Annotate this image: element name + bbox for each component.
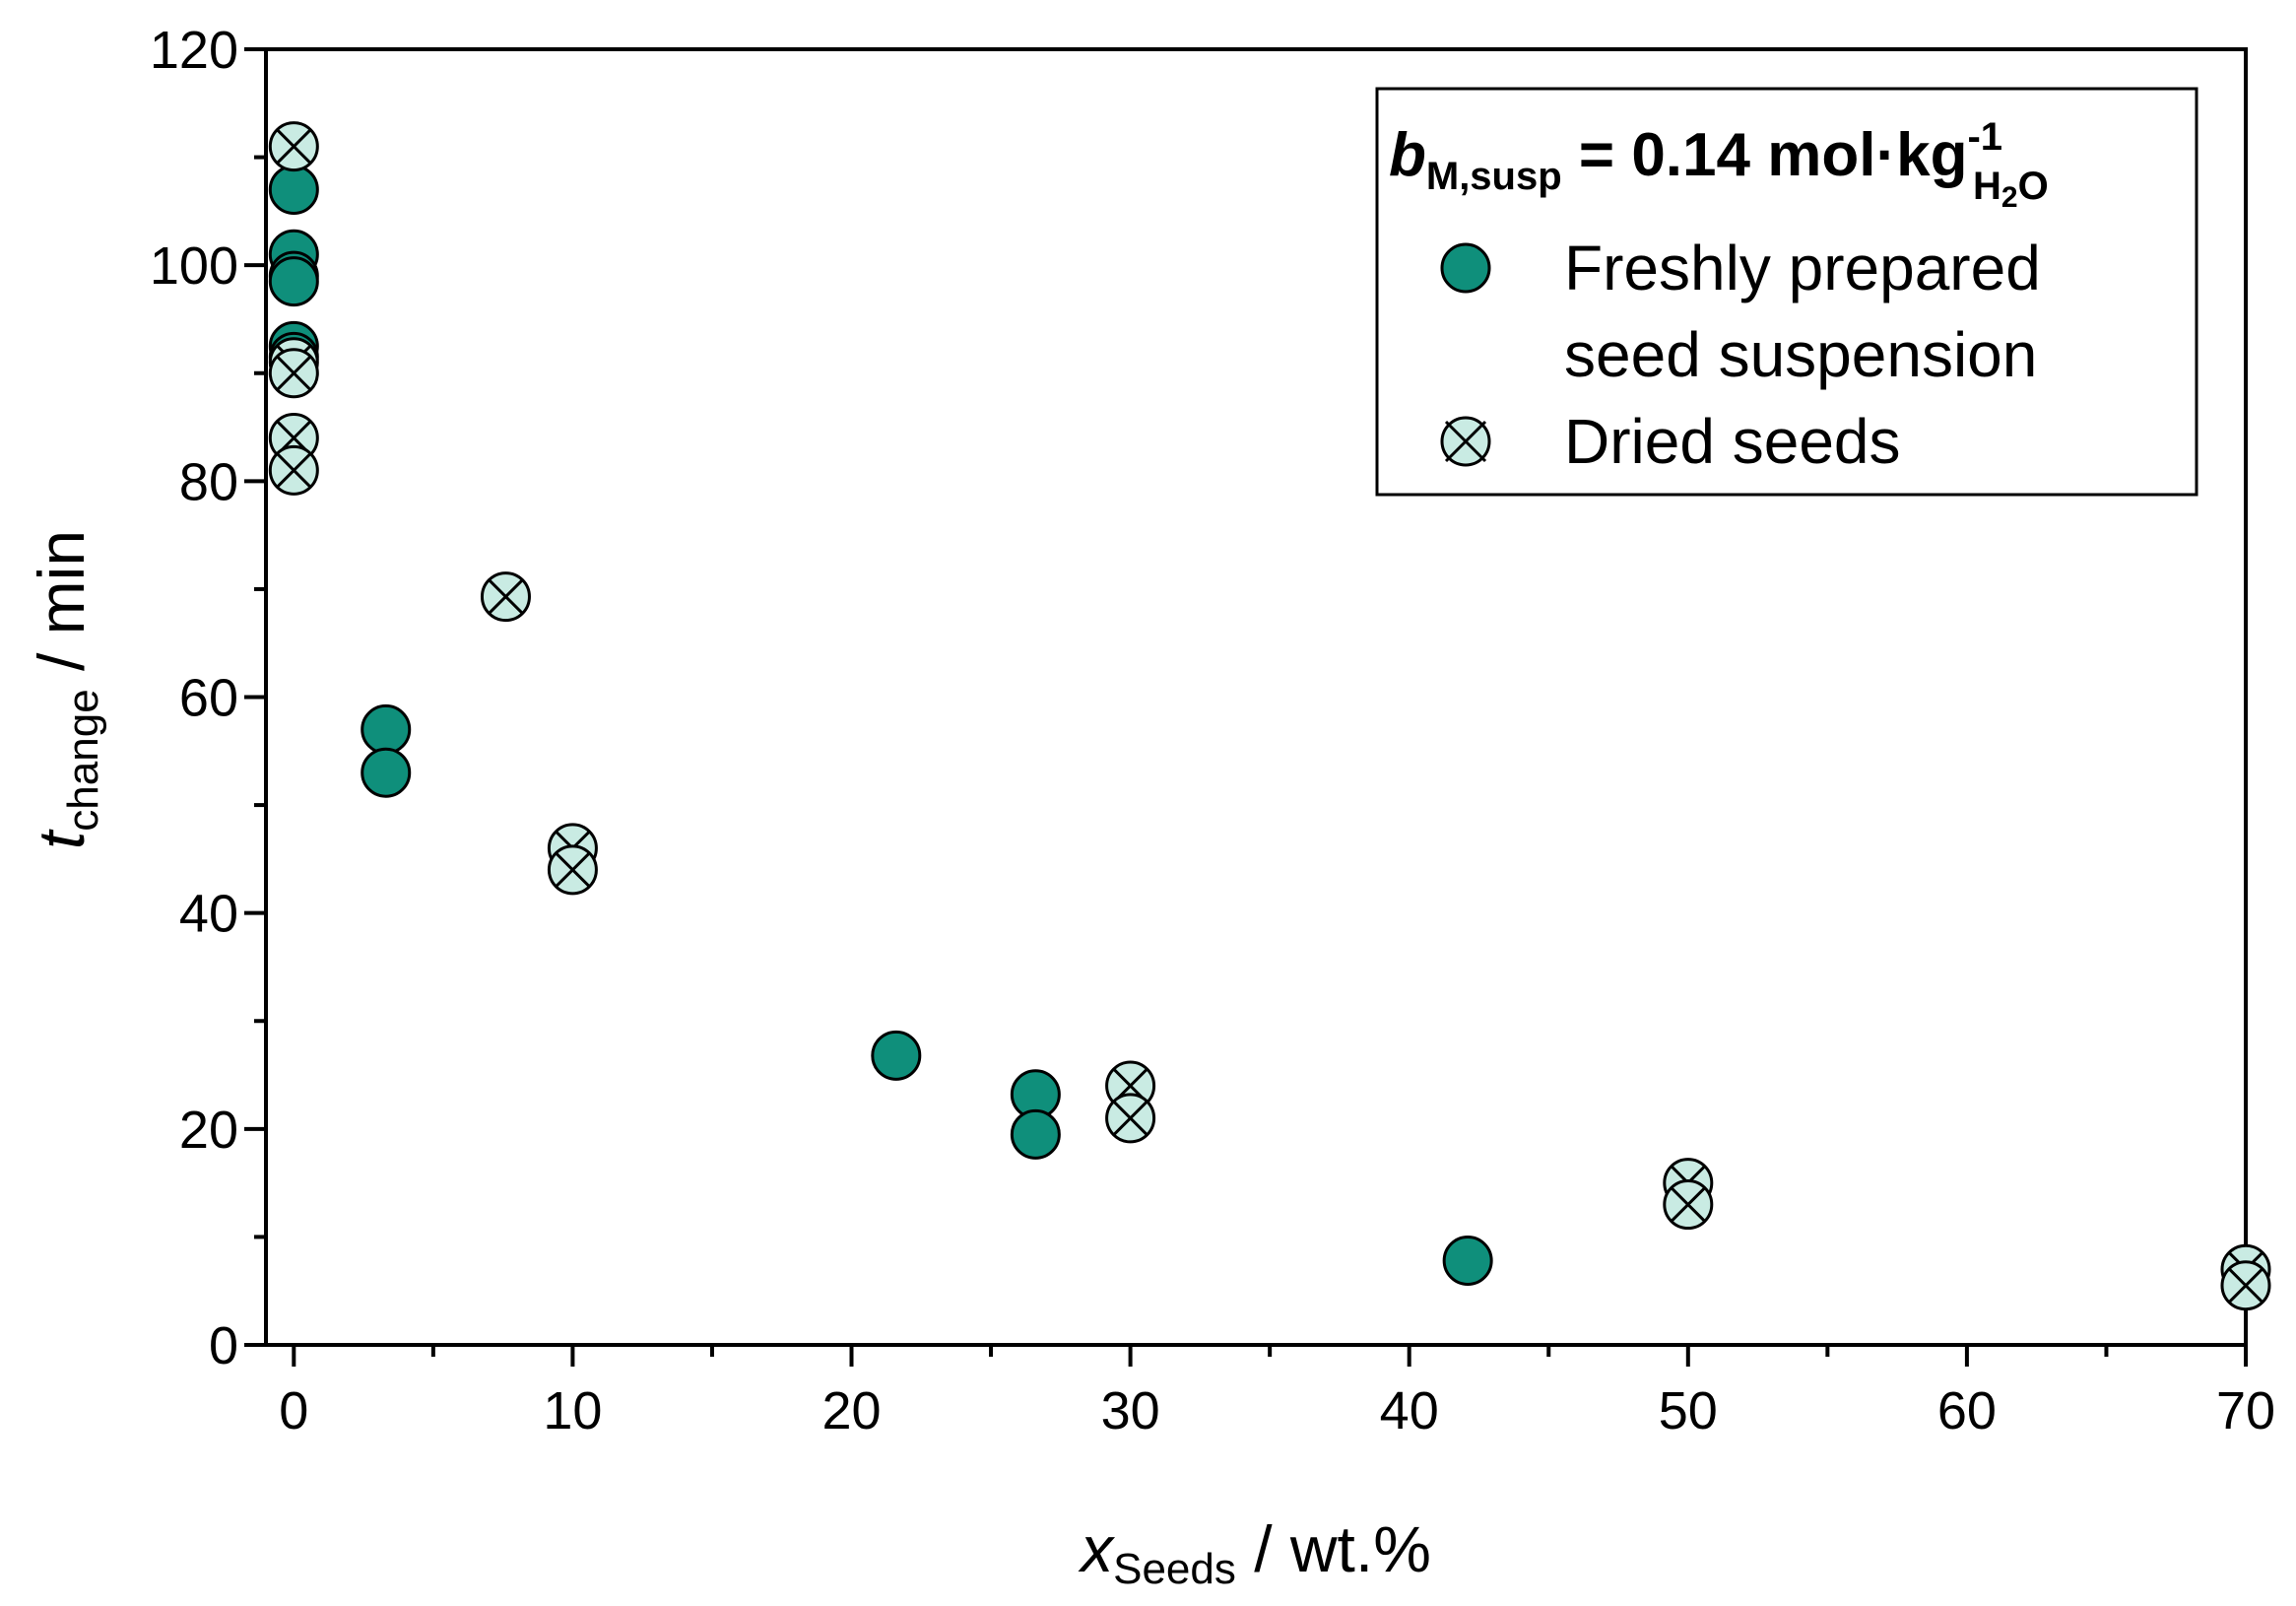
x-axis-symbol: x [1078,1512,1115,1585]
x-axis-unit: / wt.% [1236,1512,1431,1585]
legend-title-eq: = 0.14 mol·kg [1562,121,1968,189]
y-tick-label: 40 [179,885,238,944]
fresh-seed-point [361,747,412,798]
axis-ticks [244,47,2248,1367]
fresh-seed-point [871,1030,922,1081]
dried-seeds-point-cross [275,452,312,489]
legend: bM,susp = 0.14 mol·kg-1 H2O Freshly prepa… [1375,87,2198,497]
legend-title-unit-sub: H [1973,165,2001,208]
dried-seeds-point [547,844,598,896]
legend-label-fresh-line2: seed suspension [1564,319,2037,390]
fresh-seed-point [1010,1108,1061,1160]
legend-label-fresh-line1: Freshly prepared [1564,233,2041,303]
fresh-seed-point [268,164,319,215]
x-tick-label: 0 [279,1381,308,1440]
fresh-seed-point [1442,1236,1493,1287]
dried-seeds-point [480,571,531,623]
legend-label-dried: Dried seeds [1564,406,1901,477]
dried-seeds-point-cross [1670,1186,1707,1223]
dried-seeds-point-cross [555,851,591,889]
fresh-seed-point [268,256,319,307]
x-tick-label: 20 [821,1381,881,1440]
legend-box [1375,87,2198,497]
x-tick-label: 50 [1659,1381,1718,1440]
legend-title-unit-subsub: 2 [2001,181,2018,214]
y-tick-label: 100 [150,236,238,296]
fresh-seed-point [361,703,412,755]
legend-title-symbol: b [1389,121,1426,189]
y-axis-title: tchange / min [25,530,107,849]
dried-seeds-point [1105,1093,1156,1144]
dried-seeds-point-cross [1112,1100,1148,1137]
legend-title-subscript: M,susp [1426,155,1562,198]
x-axis-subscript: Seeds [1113,1545,1236,1593]
y-tick-label: 0 [209,1316,238,1375]
y-axis-unit: / min [25,530,98,689]
y-axis-subscript: change [59,689,107,831]
y-tick-label: 120 [150,21,238,80]
y-tick-labels: 0 20 40 60 80 100 120 [150,21,238,1375]
dried-seeds-point-cross [275,355,312,392]
y-axis-symbol: t [25,829,98,849]
dried-seeds-point-cross [275,128,312,165]
dried-seeds-point-cross [2227,1267,2264,1305]
legend-marker-dried [1440,416,1491,467]
data-points [268,121,2271,1311]
dried-seeds-point [268,444,319,496]
x-tick-label: 40 [1380,1381,1439,1440]
x-tick-labels: 0 10 20 30 40 50 60 70 [279,1381,2275,1440]
x-tick-label: 70 [2216,1381,2275,1440]
dried-seeds-point [2220,1260,2271,1311]
dried-seeds-point [268,121,319,172]
y-tick-label: 60 [179,669,238,728]
legend-marker-fresh [1440,242,1491,294]
dried-seeds-point [268,348,319,399]
x-tick-label: 10 [543,1381,602,1440]
dried-seeds-point [1663,1179,1714,1231]
legend-title-unit-sub-end: O [2018,165,2049,208]
legend-title-sup: -1 [1967,115,2002,159]
dried-seeds-point-cross [488,578,524,615]
legend-title: bM,susp = 0.14 mol·kg-1 H2O [1389,115,2049,214]
x-axis-title: xSeeds / wt.% [1078,1512,1431,1593]
y-tick-label: 80 [179,452,238,511]
y-tick-label: 20 [179,1101,238,1160]
x-tick-label: 60 [1937,1381,1997,1440]
x-tick-label: 30 [1101,1381,1160,1440]
